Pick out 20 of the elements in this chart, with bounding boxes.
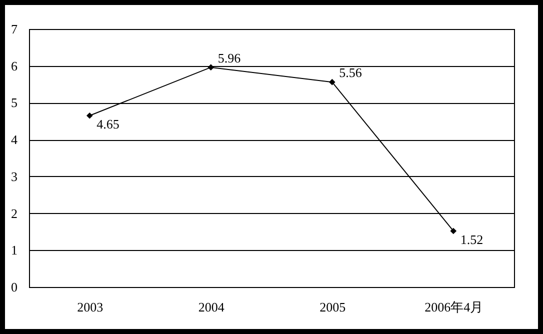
data-label: 5.96	[218, 50, 242, 66]
data-label: 5.56	[339, 65, 362, 80]
y-tick-label: 6	[11, 58, 18, 74]
y-tick-label: 1	[11, 242, 18, 258]
x-tick-label: 2003	[77, 300, 104, 314]
x-tick-label: 2006年4月	[424, 300, 484, 314]
x-tick-label: 2004	[198, 300, 225, 314]
y-tick-label: 4	[11, 132, 18, 148]
x-tick-label: 2005	[320, 300, 346, 314]
y-tick-label: 5	[11, 95, 18, 110]
point	[86, 112, 93, 119]
point	[208, 64, 214, 70]
point	[328, 78, 336, 86]
y-tick-label: 7	[11, 22, 18, 36]
data-label: 4.65	[96, 116, 120, 132]
y-tick-label: 0	[11, 280, 18, 294]
data-label: 1.52	[460, 232, 484, 247]
point	[450, 228, 457, 234]
y-tick-label: 3	[11, 168, 18, 184]
y-tick-label: 2	[11, 206, 18, 221]
